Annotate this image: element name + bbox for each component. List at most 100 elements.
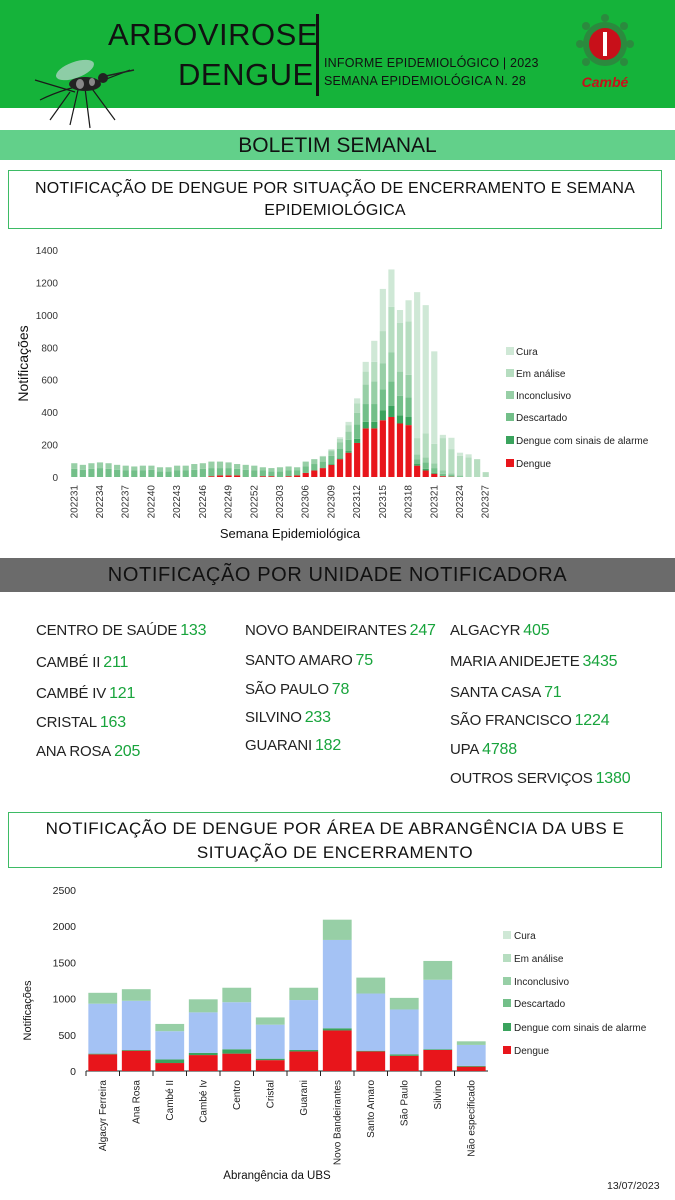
- bar-segment: [148, 465, 155, 470]
- legend-swatch: [506, 347, 514, 355]
- bar-segment: [431, 473, 438, 477]
- bar-segment: [188, 1055, 218, 1071]
- unit-name: SÃO PAULO: [245, 681, 329, 698]
- x-tick-label: 202234: [95, 485, 106, 519]
- unit-name: UPA: [450, 741, 480, 758]
- bar-segment: [319, 456, 326, 462]
- report-date: 13/07/2023: [607, 1180, 660, 1192]
- bar-segment: [139, 465, 146, 471]
- x-axis-label: Semana Epidemiológica: [220, 526, 361, 541]
- bar-segment: [405, 425, 412, 477]
- bar-segment: [362, 421, 369, 429]
- legend-label: Dengue com sinais de alarme: [514, 1023, 647, 1034]
- unit-item: CAMBÉ IV 121: [36, 685, 135, 703]
- header-divider: [316, 14, 319, 96]
- bar-segment: [456, 476, 464, 477]
- bar-segment: [328, 464, 335, 477]
- x-tick-label: Ana Rosa: [131, 1080, 142, 1124]
- bar-segment: [294, 475, 301, 477]
- bar-segment: [319, 455, 326, 457]
- bar-segment: [362, 361, 369, 372]
- chart-week: 0 200 400 600 800 1000 1200 1400 Notificações 202…: [15, 246, 649, 541]
- x-tick-label: Cristal: [265, 1080, 276, 1108]
- bar-segment: [405, 417, 412, 426]
- unit-item: NOVO BANDEIRANTES 247: [245, 622, 436, 640]
- bar-segment: [182, 465, 189, 471]
- header-title-line1: ARBOVIROSE: [108, 17, 318, 52]
- bar-segment: [414, 292, 421, 439]
- bar-segment: [379, 331, 386, 364]
- bar-segment: [234, 464, 241, 469]
- bar-segment: [439, 438, 446, 471]
- bar-segment: [155, 1059, 185, 1064]
- legend-label: Inconclusivo: [514, 977, 569, 988]
- unit-item: CENTRO DE SAÚDE 133: [36, 622, 206, 640]
- x-tick-label: 202327: [481, 485, 492, 519]
- bar-segment: [379, 288, 386, 332]
- unit-item: SÃO PAULO 78: [245, 681, 349, 699]
- bar-segment: [121, 1000, 151, 1051]
- bar-segment: [148, 469, 155, 477]
- y-tick-label: 200: [41, 441, 58, 452]
- x-tick-label: Santo Amaro: [366, 1080, 377, 1138]
- unit-count: 3435: [582, 653, 618, 670]
- x-tick-label: 202240: [146, 485, 157, 519]
- bar-segment: [422, 468, 429, 471]
- bar-segment: [294, 467, 301, 471]
- bar-segment: [456, 452, 464, 456]
- bar-segment: [225, 475, 232, 477]
- bar-segment: [371, 421, 378, 429]
- unit-count: 71: [544, 684, 562, 701]
- cambe-logo: [576, 14, 634, 66]
- legend-swatch: [506, 413, 514, 421]
- x-tick-label: 202252: [249, 485, 260, 519]
- bar-segment: [311, 459, 318, 465]
- bar-segment: [71, 468, 78, 477]
- bar-segment: [414, 459, 421, 465]
- bar-segment: [319, 461, 326, 469]
- bar-segment: [388, 352, 395, 382]
- unit-count: 182: [314, 737, 342, 754]
- bar-segment: [242, 464, 249, 470]
- bar-segment: [448, 437, 455, 450]
- bar-segment: [389, 1009, 419, 1055]
- x-axis-label: Abrangência da UBS: [223, 1170, 331, 1182]
- unit-count: 75: [355, 652, 374, 669]
- bar-segment: [131, 470, 138, 477]
- x-tick-label: 202231: [69, 485, 80, 519]
- bar-segment: [328, 451, 335, 456]
- bar-segment: [156, 467, 164, 472]
- bar-segment: [216, 475, 224, 477]
- y-tick-label: 1000: [53, 994, 77, 1006]
- bar-segment: [388, 269, 395, 307]
- legend-swatch: [503, 999, 511, 1007]
- y-tick-label: 1500: [53, 957, 77, 969]
- bar-segment: [174, 465, 181, 471]
- bar-segment: [121, 1050, 151, 1051]
- bar-segment: [88, 468, 95, 477]
- bar-segment: [336, 437, 344, 439]
- x-tick-label: 202324: [455, 485, 466, 519]
- bar-segment: [356, 1050, 386, 1052]
- bar-segment: [188, 1052, 218, 1056]
- legend-label: Descartado: [516, 413, 568, 424]
- unit-item: SANTO AMARO 75: [245, 652, 373, 670]
- unit-name: SÃO FRANCISCO: [450, 712, 572, 729]
- x-tick-label: 202312: [352, 485, 363, 519]
- header-title-line2: DENGUE: [178, 57, 314, 92]
- bar-segment: [396, 415, 404, 424]
- mosquito-icon: [34, 59, 135, 129]
- bar-segment: [311, 470, 318, 477]
- bar-segment: [431, 463, 438, 469]
- y-tick-label: 0: [52, 473, 58, 484]
- bar-segment: [71, 463, 78, 469]
- logo-text: Cambé: [581, 74, 629, 90]
- bar-segment: [371, 404, 378, 422]
- unit-count: 121: [109, 685, 136, 702]
- bar-segment: [345, 452, 352, 477]
- bar-segment: [336, 442, 344, 449]
- bar-segment: [285, 476, 292, 477]
- unit-item: UPA 4788: [450, 741, 517, 759]
- bar-segment: [362, 384, 369, 405]
- bar-segment: [96, 468, 104, 477]
